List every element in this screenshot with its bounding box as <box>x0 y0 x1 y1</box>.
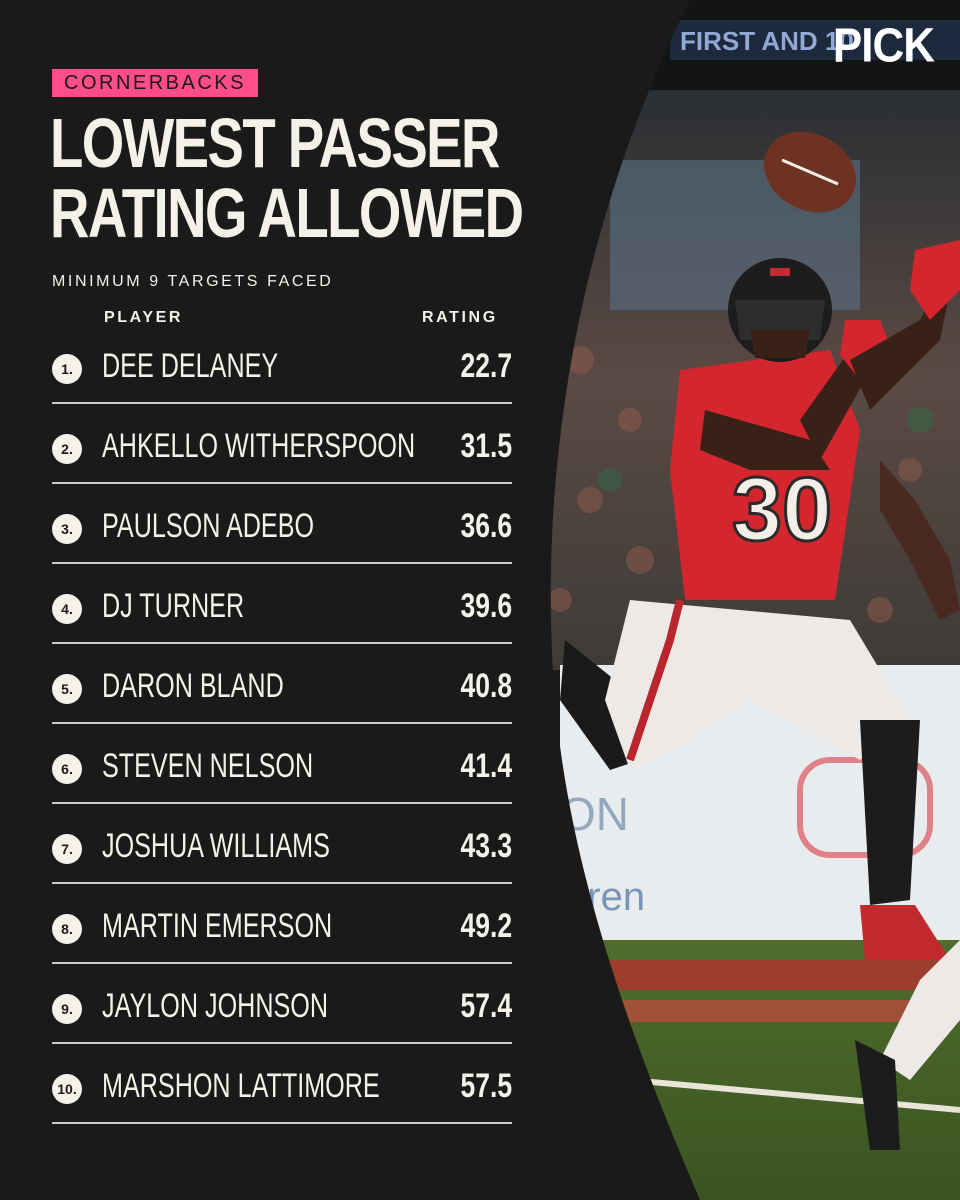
ranking-row: 5. DARON BLAND 40.8 <box>52 644 512 724</box>
rank-badge: 8. <box>52 914 82 944</box>
action-photo: FIRST AND 10 ON dren 30 <box>520 0 960 1200</box>
title-line-1: LOWEST PASSER <box>50 104 500 182</box>
player-name: MARTIN EMERSON <box>102 907 333 945</box>
player-name: JOSHUA WILLIAMS <box>102 827 330 865</box>
rank-badge: 2. <box>52 434 82 464</box>
jersey-number: 30 <box>732 460 832 560</box>
category-tag: CORNERBACKS <box>52 69 258 97</box>
ranking-row: 8. MARTIN EMERSON 49.2 <box>52 884 512 964</box>
player-name: PAULSON ADEBO <box>102 507 315 545</box>
column-header-player: PLAYER <box>104 309 184 326</box>
player-name: STEVEN NELSON <box>102 747 314 785</box>
player-rating: 41.4 <box>460 747 512 785</box>
ranking-row: 3. PAULSON ADEBO 36.6 <box>52 484 512 564</box>
player-name: DARON BLAND <box>102 667 284 705</box>
rank-badge: 3. <box>52 514 82 544</box>
player-rating: 36.6 <box>460 507 512 545</box>
player-rating: 39.6 <box>460 587 512 625</box>
rank-badge: 1. <box>52 354 82 384</box>
player-rating: 22.7 <box>460 347 512 385</box>
ranking-row: 9. JAYLON JOHNSON 57.4 <box>52 964 512 1044</box>
player-name: AHKELLO WITHERSPOON <box>102 427 416 465</box>
rank-badge: 10. <box>52 1074 82 1104</box>
ranking-row: 1. DEE DELANEY 22.7 <box>52 324 512 404</box>
player-name: DJ TURNER <box>102 587 245 625</box>
subtitle: MINIMUM 9 TARGETS FACED <box>52 273 334 290</box>
rank-badge: 9. <box>52 994 82 1024</box>
player-rating: 57.5 <box>460 1067 512 1105</box>
rank-badge: 6. <box>52 754 82 784</box>
page-title: LOWEST PASSER RATING ALLOWED <box>50 104 524 252</box>
pick-logo: PICK <box>832 18 935 73</box>
player-rating: 31.5 <box>460 427 512 465</box>
player-rating: 43.3 <box>460 827 512 865</box>
column-header-rating: RATING <box>422 309 498 326</box>
player-rating: 49.2 <box>460 907 512 945</box>
title-line-2: RATING ALLOWED <box>50 174 524 252</box>
player-rating: 57.4 <box>460 987 512 1025</box>
ranking-row: 10. MARSHON LATTIMORE 57.5 <box>52 1044 512 1124</box>
svg-text:dren: dren <box>565 875 645 919</box>
player-name: MARSHON LATTIMORE <box>102 1067 380 1105</box>
ranking-row: 4. DJ TURNER 39.6 <box>52 564 512 644</box>
ranking-row: 6. STEVEN NELSON 41.4 <box>52 724 512 804</box>
player-name: JAYLON JOHNSON <box>102 987 329 1025</box>
football-player-illustration: FIRST AND 10 ON dren 30 <box>520 0 960 1200</box>
ranking-list: 1. DEE DELANEY 22.7 2. AHKELLO WITHERSPO… <box>52 324 512 1124</box>
player-name: DEE DELANEY <box>102 347 279 385</box>
rank-badge: 4. <box>52 594 82 624</box>
rank-badge: 7. <box>52 834 82 864</box>
svg-text:ON: ON <box>560 788 629 840</box>
rank-badge: 5. <box>52 674 82 704</box>
ranking-row: 2. AHKELLO WITHERSPOON 31.5 <box>52 404 512 484</box>
ranking-row: 7. JOSHUA WILLIAMS 43.3 <box>52 804 512 884</box>
svg-text:FIRST AND 10: FIRST AND 10 <box>680 26 854 56</box>
player-rating: 40.8 <box>460 667 512 705</box>
